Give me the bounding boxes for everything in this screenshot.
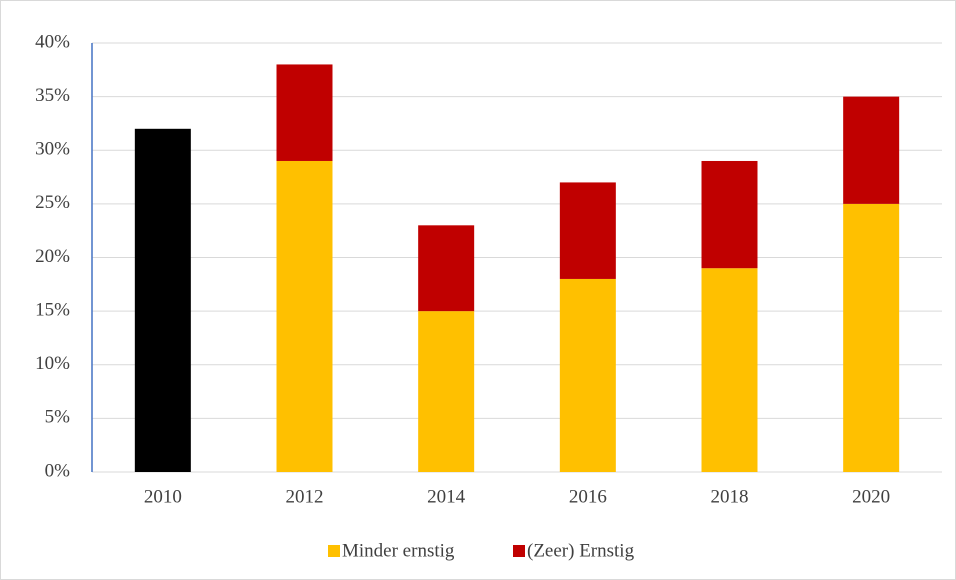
bar-segment (134, 128, 191, 473)
y-tick-label: 5% (45, 407, 71, 428)
y-tick-label: 20% (35, 246, 70, 267)
bar-segment (559, 278, 616, 472)
bar-segment (559, 182, 616, 279)
x-tick-label: 2014 (427, 486, 466, 507)
legend-swatch (328, 545, 340, 557)
y-tick-label: 0% (45, 460, 71, 481)
bar-segment (843, 96, 900, 204)
y-tick-label: 35% (35, 85, 70, 106)
y-tick-label: 40% (35, 31, 70, 52)
bar-segment (418, 311, 475, 472)
bar-segment (276, 160, 333, 472)
y-tick-label: 25% (35, 192, 70, 213)
bar-segment (701, 160, 758, 269)
y-tick-label: 10% (35, 353, 70, 374)
legend-label: (Zeer) Ernstig (527, 540, 635, 561)
x-tick-label: 2016 (569, 486, 607, 507)
x-tick-label: 2010 (144, 486, 182, 507)
legend-swatch (513, 545, 525, 557)
y-tick-label: 15% (35, 299, 70, 320)
x-tick-label: 2018 (711, 486, 749, 507)
bar-segment (701, 268, 758, 472)
bar-segment (843, 203, 900, 472)
bar-segment (418, 225, 475, 312)
x-tick-label: 2020 (852, 486, 890, 507)
bar-segment (276, 64, 333, 161)
legend-label: Minder ernstig (342, 540, 455, 561)
x-tick-label: 2012 (286, 486, 324, 507)
y-tick-label: 30% (35, 139, 70, 160)
